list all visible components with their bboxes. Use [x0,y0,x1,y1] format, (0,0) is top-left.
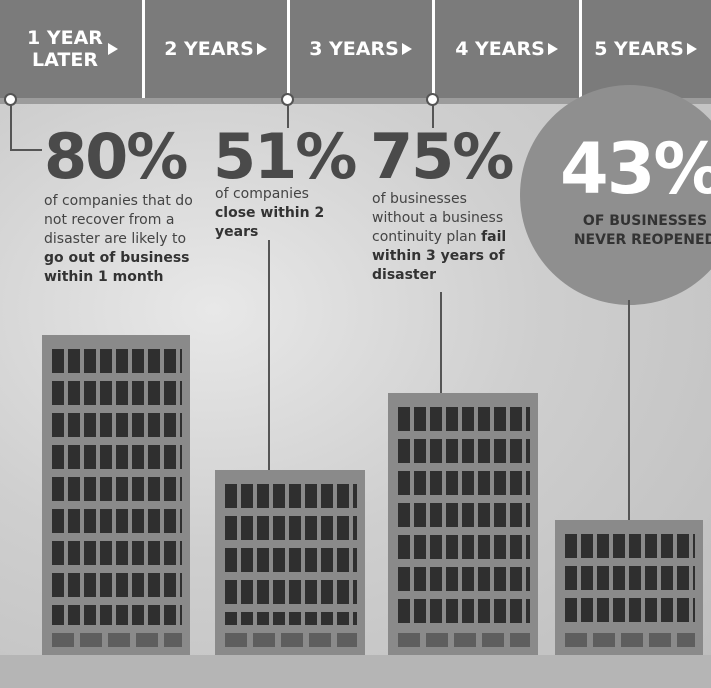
timeline-dot [4,93,17,106]
building [388,393,538,655]
building-line [628,300,630,522]
highlight-text: OF BUSINESSES NEVER REOPENED [560,212,711,250]
timeline-dot [426,93,439,106]
step-label: 2 YEARS [164,38,254,60]
building [42,335,190,655]
stat-text: of companies close within 2 years [215,185,325,242]
building [555,520,703,655]
timeline-step: 5 YEARS [580,0,711,98]
building [215,470,365,655]
connector [10,149,42,151]
stat-value: 51% [213,120,355,193]
building-line [268,240,270,472]
infographic: 1 YEAR LATER 2 YEARS 3 YEARS 4 YEARS 5 Y… [0,0,711,688]
stat-text-bold: go out of business within 1 month [44,250,190,285]
stat-text: of businesses without a business continu… [372,190,512,285]
stat-text-bold: close within 2 years [215,205,324,240]
building-line [440,292,442,395]
separator [432,0,435,98]
separator [579,0,582,98]
ground [0,655,711,688]
separator [142,0,145,98]
step-label: 5 YEARS [594,38,684,60]
stat-text: of companies that do not recover from a … [44,192,194,287]
highlight-value: 43% [560,128,711,210]
step-label: 1 YEAR LATER [25,27,105,71]
stat-text-plain: of companies [215,186,309,202]
stat-text-plain: of companies that do not recover from a … [44,193,193,247]
timeline-step: 1 YEAR LATER [0,0,143,98]
separator [287,0,290,98]
connector [10,100,12,150]
stat-value: 75% [370,120,512,193]
timeline-dot [281,93,294,106]
stat-value: 80% [44,120,186,193]
timeline-step: 3 YEARS [288,0,433,98]
step-label: 3 YEARS [309,38,399,60]
timeline-step: 4 YEARS [433,0,580,98]
timeline-step: 2 YEARS [143,0,288,98]
step-label: 4 YEARS [455,38,545,60]
